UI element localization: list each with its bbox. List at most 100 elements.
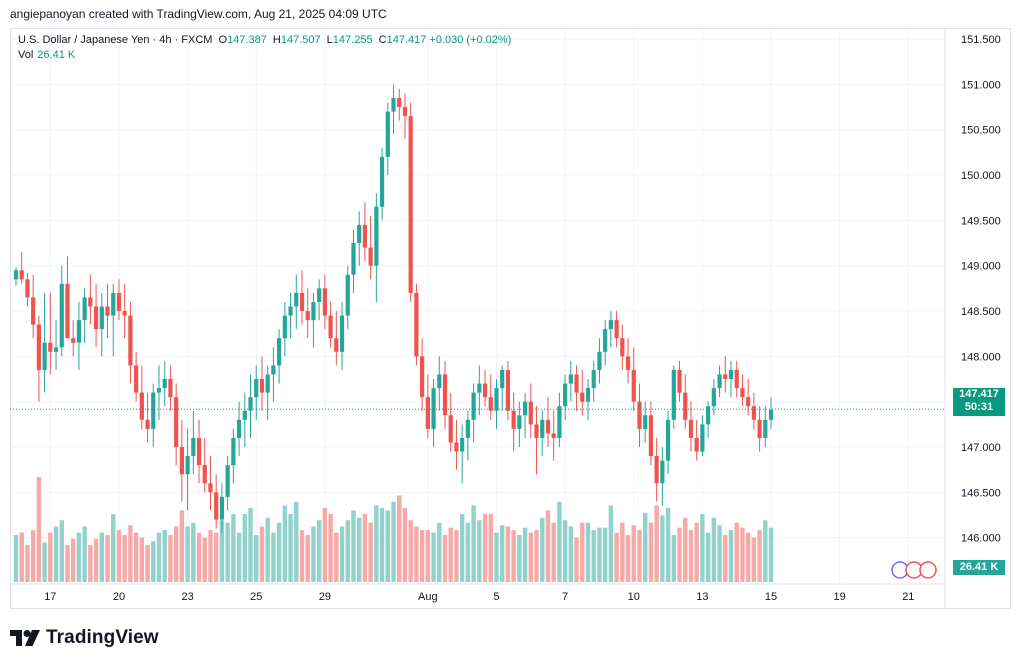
volume-bar [688, 530, 694, 582]
candle-body [706, 406, 711, 425]
candle [448, 392, 453, 452]
volume-bar [597, 527, 602, 582]
candle-body [179, 447, 184, 475]
candle-body [368, 247, 373, 266]
candle [568, 360, 573, 402]
candle-body [637, 401, 642, 429]
volume-bar [334, 532, 339, 582]
volume-bar [414, 526, 419, 582]
price-tick-label: 151.000 [961, 79, 1001, 91]
volume-bar [242, 514, 247, 582]
candle [99, 292, 104, 357]
volume-bar [637, 530, 642, 582]
candle [288, 292, 293, 339]
candles [13, 84, 774, 534]
time-tick-label: 25 [250, 591, 262, 603]
brand-logo[interactable]: TradingView [10, 627, 159, 649]
candle-body [53, 347, 59, 352]
candle [522, 392, 528, 438]
candle [408, 102, 413, 302]
volume-bar [362, 514, 368, 582]
candle-body [437, 374, 442, 389]
candle-body [488, 397, 493, 411]
candle-body [734, 369, 739, 389]
volume-bar [500, 525, 505, 582]
candle [545, 397, 551, 448]
high-label: H [272, 34, 281, 46]
volume-bars [13, 477, 774, 582]
volume-bar [30, 530, 36, 582]
volume-bar [437, 522, 442, 582]
volume-bar [660, 515, 665, 582]
volume-bar [545, 510, 551, 582]
candle-body [357, 224, 362, 244]
volume-bar [93, 538, 99, 582]
volume-bar [111, 514, 116, 582]
volume-bar [448, 527, 453, 582]
candle [368, 215, 373, 280]
candle [488, 374, 493, 420]
volume-bar [528, 532, 533, 582]
candle-body [265, 374, 270, 393]
candle-body [59, 283, 64, 348]
volume-bar [305, 535, 310, 582]
volume-bar [728, 530, 734, 582]
candle [322, 274, 327, 330]
candle-body [614, 320, 619, 339]
volume-value: 26.41 K [37, 49, 76, 61]
candle [500, 365, 505, 411]
time-tick-label: 13 [696, 591, 708, 603]
price-tick-label: 151.500 [961, 34, 1001, 46]
volume-bar [294, 501, 299, 582]
time-tick-label: 5 [493, 591, 499, 603]
attribution-text: angiepanoyan created with TradingView.co… [10, 7, 387, 21]
candle-body [448, 415, 453, 443]
time-tick-label: 23 [181, 591, 193, 603]
volume-bar [580, 522, 585, 582]
candle [185, 428, 190, 511]
candle [511, 392, 516, 452]
candle [603, 320, 608, 366]
candle [145, 392, 150, 443]
candle [219, 483, 225, 534]
candle-body [111, 292, 116, 316]
candle-body [608, 320, 613, 330]
volume-bar [88, 544, 93, 582]
time-tick-label: 29 [319, 591, 331, 603]
candle [31, 274, 36, 339]
candle-body [677, 369, 682, 393]
low-value: 147.255 [332, 34, 373, 46]
candle-body [31, 297, 36, 325]
volume-bar [511, 530, 516, 582]
candle-body [174, 397, 179, 448]
candle [763, 406, 768, 448]
candlestick-chart[interactable]: 146.000146.500147.000147.500148.000148.5… [10, 28, 1011, 609]
candle-body [408, 116, 413, 293]
volume-legend: Vol 26.41 K [18, 49, 75, 61]
candle-body [25, 279, 30, 298]
candle [311, 292, 316, 348]
candle-body [305, 311, 310, 321]
candle-body [540, 419, 545, 438]
candle-body [99, 306, 104, 330]
volume-bar [42, 542, 47, 582]
volume-bar [374, 505, 379, 582]
candle-body [208, 483, 213, 493]
volume-bar [282, 505, 288, 582]
volume-bar [665, 507, 671, 582]
candle [116, 279, 122, 321]
candle [162, 360, 167, 407]
volume-tag: 26.41 K [953, 560, 1005, 575]
candle [265, 365, 270, 420]
candle-body [522, 401, 528, 416]
candle [585, 379, 591, 420]
volume-bar [648, 522, 654, 582]
candle [551, 410, 556, 461]
volume-bar [454, 530, 459, 582]
candle-body [723, 374, 728, 380]
candle [19, 252, 24, 284]
volume-bar [185, 526, 190, 582]
candle-body [683, 392, 688, 420]
candle [42, 292, 47, 393]
candle-body [511, 410, 516, 429]
